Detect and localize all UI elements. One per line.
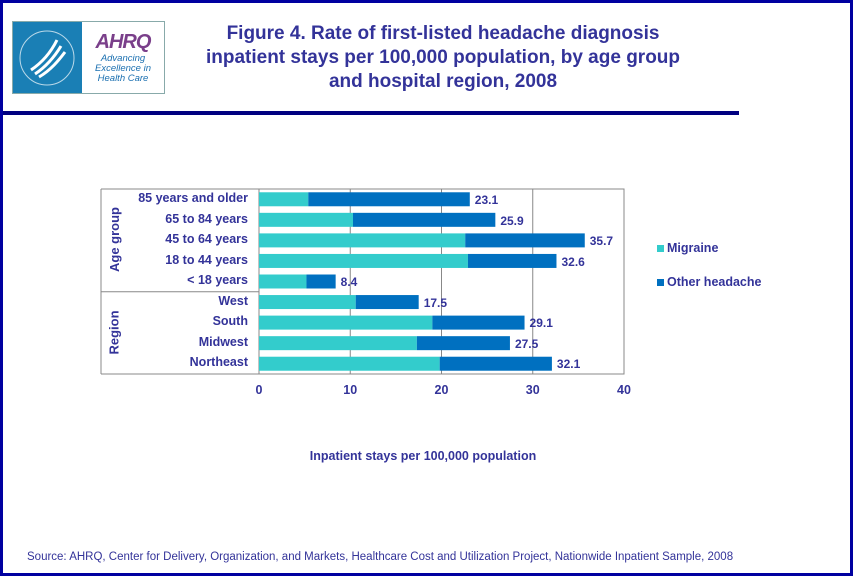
- category-label: < 18 years: [187, 273, 248, 288]
- legend-swatch: [657, 279, 664, 286]
- data-label: 25.9: [500, 213, 524, 228]
- data-label: 27.5: [514, 336, 539, 351]
- data-label: 32.6: [561, 254, 585, 269]
- bar-chart: [100, 188, 625, 375]
- category-label: 18 to 44 years: [165, 252, 248, 267]
- header-divider: [3, 111, 739, 115]
- bar-other-headache: [416, 336, 510, 351]
- category-label: Northeast: [189, 355, 248, 370]
- data-label: 35.7: [589, 234, 614, 249]
- bar-other-headache: [352, 212, 496, 227]
- data-label: 17.5: [423, 295, 448, 310]
- x-tick-label: 40: [617, 383, 631, 397]
- x-tick-label: 10: [343, 383, 358, 397]
- hhs-seal-icon: [13, 22, 82, 93]
- data-label: 23.1: [474, 193, 499, 207]
- x-axis-label: Inpatient stays per 100,000 population: [309, 449, 537, 463]
- bar-other-headache: [308, 192, 470, 207]
- bar-migraine: [259, 356, 440, 371]
- x-tick-label: 0: [255, 383, 263, 397]
- bar-other-headache: [439, 356, 552, 371]
- bar-migraine: [259, 315, 433, 330]
- data-label: 29.1: [529, 316, 553, 331]
- bar-other-headache: [432, 315, 525, 330]
- legend-label: Other headache: [667, 275, 762, 289]
- legend-label: Migraine: [667, 241, 719, 255]
- category-label: 65 to 84 years: [165, 211, 248, 226]
- category-label: Midwest: [198, 334, 248, 349]
- bar-other-headache: [355, 295, 419, 310]
- bar-migraine: [259, 336, 417, 351]
- x-tick-label: 30: [525, 383, 540, 397]
- ahrq-wordmark: AHRQ: [95, 31, 152, 53]
- category-label: 85 years and older: [138, 191, 248, 205]
- bar-migraine: [259, 212, 353, 227]
- category-label: 45 to 64 years: [165, 232, 248, 247]
- category-label: West: [218, 293, 248, 308]
- data-label: 8.4: [340, 275, 358, 290]
- legend-item-other-headache: Other headache: [657, 275, 761, 289]
- data-label: 32.1: [556, 357, 581, 372]
- x-tick-label: 20: [434, 383, 449, 397]
- bar-migraine: [259, 295, 356, 310]
- category-label: South: [212, 314, 248, 329]
- bar-migraine: [259, 253, 468, 268]
- bar-other-headache: [465, 233, 585, 248]
- legend-swatch: [657, 245, 664, 252]
- bar-migraine: [259, 274, 307, 289]
- source-note: Source: AHRQ, Center for Delivery, Organ…: [27, 551, 734, 563]
- chart-title: Figure 4. Rate of first-listed headache …: [205, 23, 681, 92]
- bar-other-headache: [306, 274, 336, 289]
- ahrq-tagline: Advancing Excellence in Health Care: [95, 53, 151, 84]
- ahrq-logo: AHRQ Advancing Excellence in Health Care: [12, 21, 165, 94]
- bar-migraine: [259, 192, 309, 207]
- legend-item-migraine: Migraine: [657, 241, 718, 255]
- bar-migraine: [259, 233, 466, 248]
- bar-other-headache: [467, 253, 557, 268]
